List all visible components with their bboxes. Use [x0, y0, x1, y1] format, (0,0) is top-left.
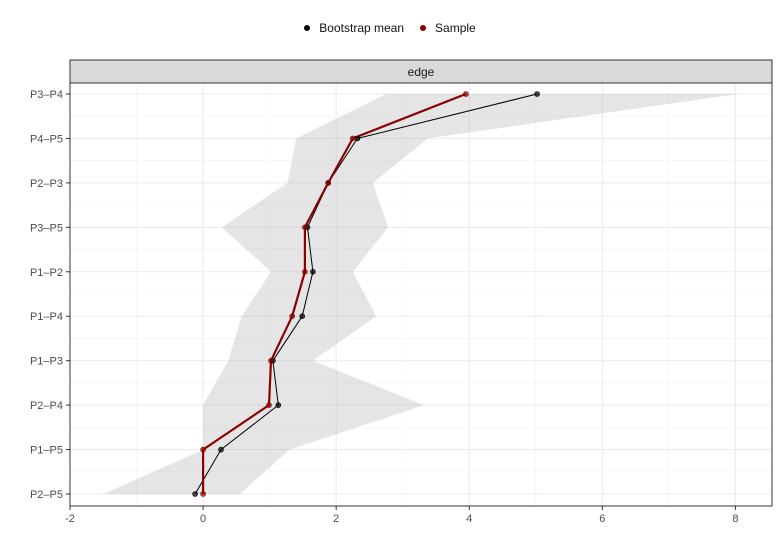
legend-item-bootstrap-mean[interactable]: Bootstrap mean: [304, 21, 404, 35]
point-bootstrap-mean: [299, 313, 306, 320]
y-tick-label: P1–P3: [30, 356, 63, 368]
plot-panel: [69, 82, 773, 507]
y-axis: P3–P4 P4–P5 P2–P3 P3–P5 P1–P2 P1–P4 P1–P3 P2–P4…: [30, 89, 70, 501]
y-tick-label: P2–P5: [30, 489, 63, 501]
series-line-bootstrap-mean: [194, 93, 538, 495]
point-sample: [268, 357, 274, 364]
facet-strip-label: edge: [408, 65, 435, 79]
point-sample: [325, 180, 332, 186]
legend-item-sample[interactable]: Sample: [420, 21, 476, 35]
legend-label-bootstrap-mean: Bootstrap mean: [319, 21, 405, 35]
series-line-sample: [202, 92, 467, 494]
legend-key-sample: [420, 25, 427, 31]
point-sample: [349, 135, 356, 142]
point-sample: [266, 402, 272, 408]
y-tick-label: P1–P4: [30, 311, 63, 323]
confidence-band: [103, 94, 738, 494]
y-tick-label: P2–P3: [30, 178, 63, 190]
confidence-band-area: [103, 94, 738, 494]
y-tick-label: P3–P5: [30, 222, 63, 234]
point-sample: [200, 446, 206, 453]
x-tick-label: 2: [333, 513, 339, 525]
legend-key-bootstrap-mean: [304, 25, 311, 31]
plot-panel-bg: [70, 83, 772, 506]
gridlines: [69, 83, 772, 506]
y-tick-label: P1–P5: [30, 445, 63, 457]
point-sample: [302, 224, 308, 231]
legend: Bootstrap mean Sample: [0, 16, 780, 40]
point-sample: [463, 91, 469, 97]
facet-strip: edge: [69, 59, 773, 84]
point-bootstrap-mean: [310, 268, 316, 275]
point-bootstrap-mean: [192, 491, 198, 497]
x-axis: -2 0 2 4 6 8: [65, 506, 738, 525]
point-sample: [302, 268, 308, 275]
point-bootstrap-mean: [354, 135, 361, 142]
series-points: [192, 91, 540, 497]
point-bootstrap-mean: [218, 446, 224, 453]
y-tick-label: P1–P2: [30, 267, 63, 279]
y-tick-label: P2–P4: [30, 400, 63, 412]
series-lines: [194, 92, 538, 495]
x-tick-label: 8: [732, 513, 738, 525]
y-tick-label: P4–P5: [30, 133, 63, 145]
y-tick-label: P3–P4: [30, 89, 63, 101]
point-bootstrap-mean: [534, 91, 540, 97]
x-tick-label: 6: [599, 513, 605, 525]
legend-label-sample: Sample: [435, 21, 476, 35]
point-sample: [200, 491, 206, 497]
x-tick-label: 0: [200, 513, 206, 525]
x-tick-label: -2: [65, 513, 75, 525]
plot-panel-border: [69, 82, 773, 507]
point-bootstrap-mean: [275, 402, 282, 408]
point-sample: [289, 313, 296, 320]
x-tick-label: 4: [466, 513, 472, 525]
